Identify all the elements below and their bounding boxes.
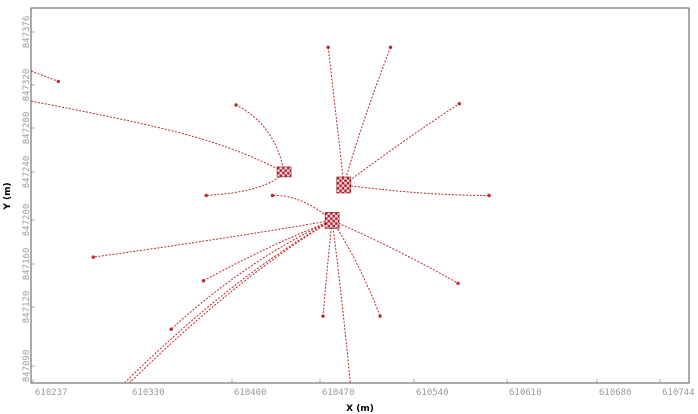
trajectory-endpoint [91, 255, 96, 259]
x-tick-label: 610237 [35, 388, 68, 398]
y-tick-label: 847240 [22, 156, 32, 189]
trajectory-endpoint [326, 45, 330, 49]
x-tick-label: 610540 [416, 388, 449, 398]
x-tick-label: 610400 [234, 388, 267, 398]
platforms [276, 166, 352, 229]
trajectory-17 [129, 219, 333, 384]
trajectory-12 [322, 220, 333, 317]
trajectory-endpoint [388, 45, 393, 49]
trajectory-endpoint [270, 193, 275, 198]
platform-1 [276, 166, 292, 178]
platform-3 [324, 212, 340, 229]
trajectory-11 [203, 219, 333, 282]
x-tick-label: 610330 [132, 388, 165, 398]
platform-2 [336, 176, 352, 194]
plot-frame [30, 7, 690, 384]
y-tick-label: 847160 [22, 248, 32, 281]
trajectory-10 [93, 219, 333, 258]
x-axis-label: X (m) [346, 404, 374, 414]
trajectory-16 [170, 219, 333, 330]
trajectory-14 [331, 220, 381, 317]
trajectory-endpoint [201, 279, 206, 283]
y-tick-label: 847120 [22, 291, 32, 324]
trajectory-5 [327, 47, 345, 186]
trajectory-8 [343, 184, 490, 196]
y-axis-label: Y (m) [3, 182, 13, 210]
trajectory-9 [272, 194, 333, 221]
x-tick-label: 610680 [599, 388, 632, 398]
y-tick-labels: 847376 847320 847280 847240 847200 847160 8471… [22, 16, 35, 383]
y-tick-label: 847200 [22, 204, 32, 237]
trajectory-6 [343, 47, 391, 186]
trajectory-endpoint [456, 281, 460, 285]
trajectory-18 [124, 219, 333, 384]
trajectory-endpoint [204, 193, 208, 198]
trajectory-15 [331, 219, 459, 284]
trajectory-13 [331, 220, 351, 384]
trajectory-endpoint [234, 103, 238, 107]
y-tick-label: 847376 [22, 16, 32, 49]
trajectory-7 [343, 103, 460, 186]
x-tick-label: 610610 [509, 388, 542, 398]
trajectory-2 [30, 100, 285, 173]
y-tick-label: 847280 [22, 112, 32, 145]
trajectory-4 [206, 171, 285, 196]
x-tick-labels: 610237 610330 610400 610470 610540 610610 6106… [32, 379, 695, 398]
x-tick-label: 610744 [662, 388, 695, 398]
trajectories [30, 45, 491, 384]
trajectory-1 [30, 70, 59, 82]
trajectory-3 [235, 104, 285, 172]
trajectory-endpoint [56, 79, 60, 84]
trajectory-endpoint [378, 314, 382, 318]
y-tick-label: 847090 [22, 350, 32, 383]
x-tick-label: 610470 [322, 388, 355, 398]
trajectory-endpoint [487, 193, 491, 198]
y-tick-label: 847320 [22, 69, 32, 102]
trajectory-endpoint [321, 314, 325, 318]
trajectory-endpoint [169, 327, 173, 331]
trajectory-endpoint [457, 102, 461, 106]
